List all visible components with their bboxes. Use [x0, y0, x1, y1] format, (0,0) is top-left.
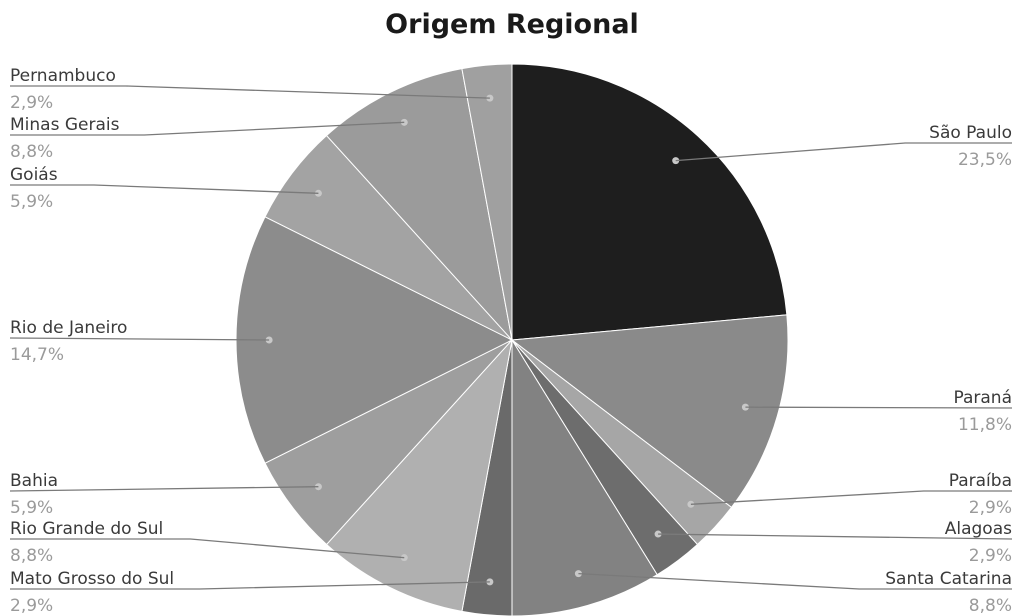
leader-line-alagoas: [658, 533, 1013, 540]
slice-label-goias: Goiás: [10, 165, 58, 185]
leader-line-rio-grande-do-sul: [10, 538, 405, 559]
slice-label-pernambuco: Pernambuco: [10, 66, 116, 86]
pie-slice-rio-grande-do-sul: [325, 338, 513, 612]
slice-value-goias: 5,9%: [10, 192, 53, 212]
slice-value-pernambuco: 2,9%: [10, 93, 53, 113]
slice-label-sao-paulo: São Paulo: [929, 123, 1012, 143]
slice-label-mato-grosso-do-sul: Mato Grosso do Sul: [10, 569, 174, 589]
slice-value-sao-paulo: 23,5%: [958, 150, 1012, 170]
leader-line-mato-grosso-do-sul: [10, 581, 490, 590]
slice-labels: São Paulo23,5%Paraná11,8%Paraíba2,9%Alag…: [10, 66, 1012, 616]
leader-lines: [9, 85, 1013, 590]
slice-label-minas-gerais: Minas Gerais: [10, 115, 120, 135]
leader-line-pernambuco: [10, 85, 490, 99]
slice-value-minas-gerais: 8,8%: [10, 142, 53, 162]
slice-label-rio-grande-do-sul: Rio Grande do Sul: [10, 519, 163, 539]
slice-label-rio-de-janeiro: Rio de Janeiro: [10, 318, 127, 338]
leader-line-sao-paulo: [675, 142, 1012, 162]
slice-value-alagoas: 2,9%: [969, 546, 1012, 566]
slice-label-parana: Paraná: [953, 388, 1012, 408]
slice-value-rio-de-janeiro: 14,7%: [10, 345, 64, 365]
leader-line-goias: [10, 184, 319, 194]
leader-line-minas-gerais: [10, 121, 405, 136]
slice-label-bahia: Bahia: [10, 471, 58, 491]
slice-label-santa-catarina: Santa Catarina: [885, 569, 1012, 589]
slice-label-alagoas: Alagoas: [945, 519, 1012, 539]
slice-value-rio-grande-do-sul: 8,8%: [10, 546, 53, 566]
chart-title: Origem Regional: [385, 9, 639, 40]
slice-value-parana: 11,8%: [958, 415, 1012, 435]
leader-line-rio-de-janeiro: [9, 337, 270, 341]
leader-line-bahia: [9, 486, 319, 492]
leader-line-paraiba: [690, 490, 1012, 505]
leader-line-santa-catarina: [578, 572, 1012, 590]
pie-slice-parana: [510, 314, 789, 509]
slice-value-mato-grosso-do-sul: 2,9%: [10, 596, 53, 616]
slice-value-paraiba: 2,9%: [969, 498, 1012, 518]
slice-label-paraiba: Paraíba: [949, 471, 1012, 491]
leader-line-parana: [745, 406, 1013, 409]
pie-slice-pernambuco: [461, 63, 513, 341]
pie-slice-sao-paulo: [511, 63, 788, 341]
pie-slices: [235, 63, 789, 616]
slice-value-bahia: 5,9%: [10, 498, 53, 518]
pie-slice-minas-gerais: [325, 68, 513, 342]
slice-value-santa-catarina: 8,8%: [969, 596, 1012, 616]
